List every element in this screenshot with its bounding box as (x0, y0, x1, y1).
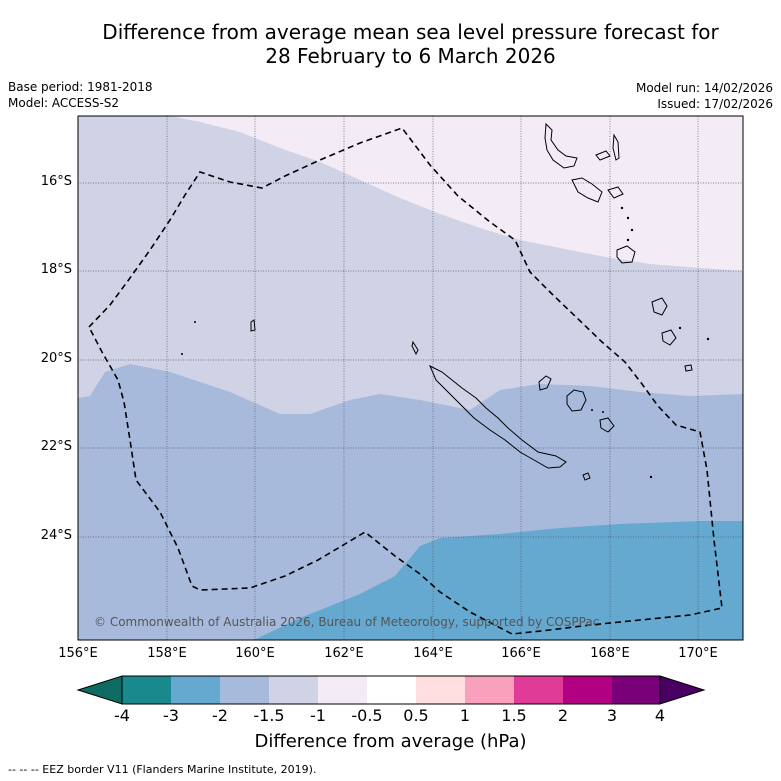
colorbar-segment (122, 676, 171, 704)
lon-label-160e: 160°E (235, 646, 275, 661)
lat-label-24s: 24°S (40, 528, 72, 543)
colorbar-over-arrow (659, 675, 706, 705)
base-period: Base period: 1981-2018 (8, 80, 153, 94)
colorbar-segment (367, 676, 416, 704)
colorbar-label: -0.5 (351, 706, 383, 725)
colorbar-segment (514, 676, 563, 704)
isle-of-pines (582, 472, 591, 481)
lat-label-20s: 20°S (40, 351, 72, 366)
lon-label-156e: 156°E (58, 646, 98, 661)
vanuatu-epi (607, 186, 624, 199)
new-caledonia-island (429, 364, 567, 469)
colorbar-segment (269, 676, 318, 704)
colorbar-label: -4 (114, 706, 130, 725)
colorbar-segment (416, 676, 465, 704)
colorbar-segment (563, 676, 612, 704)
vanuatu-santo (544, 122, 578, 169)
copyright-text: © Commonwealth of Australia 2026, Bureau… (94, 615, 599, 629)
map-border (77, 115, 744, 641)
colorbar-segment (220, 676, 269, 704)
coastlines (250, 122, 693, 481)
lat-label-18s: 18°S (40, 262, 72, 277)
colorbar (76, 675, 706, 705)
graticule (78, 116, 743, 640)
vanuatu-tanna (661, 329, 677, 346)
map-frame (78, 116, 743, 640)
colorbar-label: -2 (212, 706, 228, 725)
vanuatu-efate (616, 245, 636, 264)
colorbar-segment (465, 676, 514, 704)
vanuatu-maewo (612, 133, 620, 161)
small-islets (181, 206, 710, 479)
vanuatu-malekula (571, 177, 603, 203)
colorbar-segment (612, 676, 660, 704)
lon-label-166e: 166°E (501, 646, 541, 661)
lon-label-162e: 162°E (324, 646, 364, 661)
colorbar-label: 3 (606, 706, 618, 725)
model-name: Model: ACCESS-S2 (8, 96, 120, 110)
chesterfield-islet (250, 319, 256, 332)
eez-border (88, 127, 723, 635)
lon-label-170e: 170°E (678, 646, 718, 661)
colorbar-label: 4 (654, 706, 666, 725)
eez-footnote: -- -- -- EEZ border V11 (Flanders Marine… (8, 763, 317, 776)
model-run: Model run: 14/02/2026 (635, 81, 773, 95)
colorbar-label: 1.5 (501, 706, 527, 725)
vanuatu-erromango (651, 297, 668, 316)
colorbar-outline (121, 675, 661, 705)
title-line-1: Difference from average mean sea level p… (102, 20, 719, 44)
vanuatu-aneityum (684, 364, 693, 372)
title-line-2: 28 February to 6 March 2026 (265, 44, 556, 68)
ouvea-island (538, 375, 552, 391)
lon-label-168e: 168°E (590, 646, 630, 661)
colorbar-title: Difference from average (hPa) (254, 731, 527, 752)
colorbar-label: -1 (310, 706, 326, 725)
lat-label-16s: 16°S (40, 174, 72, 189)
mare-island (599, 417, 615, 433)
lifou-island (566, 389, 587, 412)
colorbar-segment (318, 676, 367, 704)
lon-label-164e: 164°E (413, 646, 453, 661)
colorbar-label: 2 (557, 706, 569, 725)
belep-island (411, 340, 419, 356)
colorbar-label: 0.5 (403, 706, 429, 725)
issued-date: Issued: 17/02/2026 (657, 97, 773, 111)
vanuatu-ambae (595, 150, 611, 161)
lat-label-22s: 22°S (40, 439, 72, 454)
colorbar-under-arrow (76, 675, 123, 705)
colorbar-segment (171, 676, 220, 704)
colorbar-label: -3 (163, 706, 179, 725)
zone-minus-2-to-3 (254, 521, 743, 640)
colorbar-label: 1 (459, 706, 471, 725)
lon-label-158e: 158°E (147, 646, 187, 661)
colorbar-label: -1.5 (253, 706, 285, 725)
